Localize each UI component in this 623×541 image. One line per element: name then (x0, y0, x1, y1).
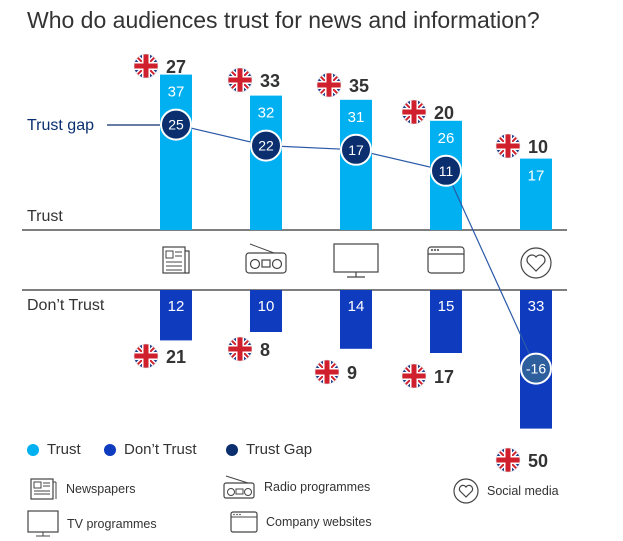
legend-newspapers: Newspapers (30, 478, 135, 500)
legend-item-trust: Trust (27, 441, 81, 458)
browser-icon (230, 511, 258, 533)
trust-value-social-media: 17 (528, 168, 545, 185)
trust-gap-dot-social-media (520, 352, 552, 385)
trust-gap-value-company-websites: 11 (439, 163, 454, 179)
trust-gap-dot-radio-programmes (250, 129, 282, 162)
uk-dont-trust-value-tv-programmes: 9 (347, 363, 357, 383)
legend-item-dont-trust: Don’t Trust (104, 441, 197, 458)
legend-label-social-media: Social media (487, 484, 559, 498)
trust-gap-dot-tv-programmes (340, 133, 372, 166)
heart-icon (520, 247, 552, 279)
uk-flag-icon-dont-trust-newspapers (133, 343, 159, 369)
trust-gap-value-tv-programmes: 17 (348, 142, 364, 158)
legend-radio: Radio programmes (222, 474, 370, 500)
uk-trust-value-newspapers: 27 (166, 57, 186, 77)
legend-swatch-dont-trust (104, 443, 116, 456)
radio-icon (245, 243, 287, 274)
trust-gap-label: Trust gap (27, 117, 94, 134)
uk-dont-trust-value-radio-programmes: 8 (260, 340, 270, 360)
newspaper-icon (162, 246, 190, 274)
uk-flag-icon-trust-newspapers (133, 53, 159, 79)
uk-trust-value-social-media: 10 (528, 137, 548, 157)
dont-trust-bar-radio-programmes (250, 290, 282, 332)
uk-flag-icon-trust-company-websites (401, 99, 427, 125)
uk-dont-trust-value-social-media: 50 (528, 451, 548, 471)
trust-gap-dot-company-websites (430, 154, 462, 187)
trust-gap-value-social-media: -16 (526, 361, 546, 377)
legend-label-radio: Radio programmes (264, 480, 371, 494)
trust-gap-dot-newspapers (160, 108, 192, 141)
trust-value-newspapers: 37 (168, 84, 185, 101)
trust-value-radio-programmes: 32 (258, 105, 275, 122)
uk-flag-icon-dont-trust-social-media (495, 447, 521, 473)
legend-swatch-trust-gap (226, 443, 238, 456)
newspaper-icon (30, 478, 57, 500)
uk-trust-value-tv-programmes: 35 (349, 76, 369, 96)
legend-label-dont-trust: Don’t Trust (124, 441, 197, 458)
dont-trust-value-social-media: 33 (528, 298, 545, 315)
browser-icon (427, 246, 465, 274)
heart-icon (453, 478, 479, 504)
trust-value-company-websites: 26 (438, 130, 455, 147)
legend-label-tv: TV programmes (67, 517, 157, 531)
tv-icon (333, 243, 379, 278)
trust-axis-label: Trust (27, 208, 63, 225)
uk-dont-trust-value-newspapers: 21 (166, 347, 186, 367)
legend-label-newspapers: Newspapers (66, 482, 136, 496)
legend-social-media: Social media (453, 478, 559, 504)
legend-company-websites: Company websites (230, 511, 372, 533)
dont-trust-value-tv-programmes: 14 (348, 298, 365, 315)
trust-gap-value-newspapers: 25 (168, 117, 184, 133)
trust-gap-value-radio-programmes: 22 (258, 138, 274, 154)
uk-flag-icon-trust-radio-programmes (227, 67, 253, 93)
chart-title: Who do audiences trust for news and info… (27, 7, 540, 33)
dont-trust-bar-company-websites (430, 290, 462, 353)
uk-flag-icon-dont-trust-radio-programmes (227, 336, 253, 362)
uk-flag-icon-dont-trust-tv-programmes (314, 359, 340, 385)
uk-flag-icon-dont-trust-company-websites (401, 363, 427, 389)
uk-flag-icon-trust-tv-programmes (316, 72, 342, 98)
dont-trust-bar-newspapers (160, 290, 192, 341)
legend-label-trust-gap: Trust Gap (246, 441, 313, 458)
legend-tv: TV programmes (27, 510, 157, 538)
dont-trust-value-radio-programmes: 10 (258, 298, 275, 315)
legend-label-trust: Trust (47, 441, 81, 458)
legend-label-company-websites: Company websites (266, 515, 372, 529)
dont-trust-value-newspapers: 12 (168, 298, 185, 315)
legend-item-trust-gap: Trust Gap (226, 441, 312, 458)
dont-trust-bar-tv-programmes (340, 290, 372, 349)
trust-bar-newspapers (160, 74, 192, 230)
dont-trust-axis-label: Don’t Trust (27, 297, 105, 314)
uk-trust-value-company-websites: 20 (434, 103, 454, 123)
uk-trust-value-radio-programmes: 33 (260, 71, 280, 91)
uk-flag-icon-trust-social-media (495, 133, 521, 159)
trust-bar-social-media (520, 158, 552, 230)
trust-bar-radio-programmes (250, 95, 282, 230)
uk-dont-trust-value-company-websites: 17 (434, 367, 454, 387)
legend-swatch-trust (27, 443, 39, 456)
radio-icon (223, 475, 255, 499)
dont-trust-value-company-websites: 15 (438, 298, 455, 315)
trust-value-tv-programmes: 31 (348, 109, 365, 126)
tv-icon (27, 510, 59, 537)
